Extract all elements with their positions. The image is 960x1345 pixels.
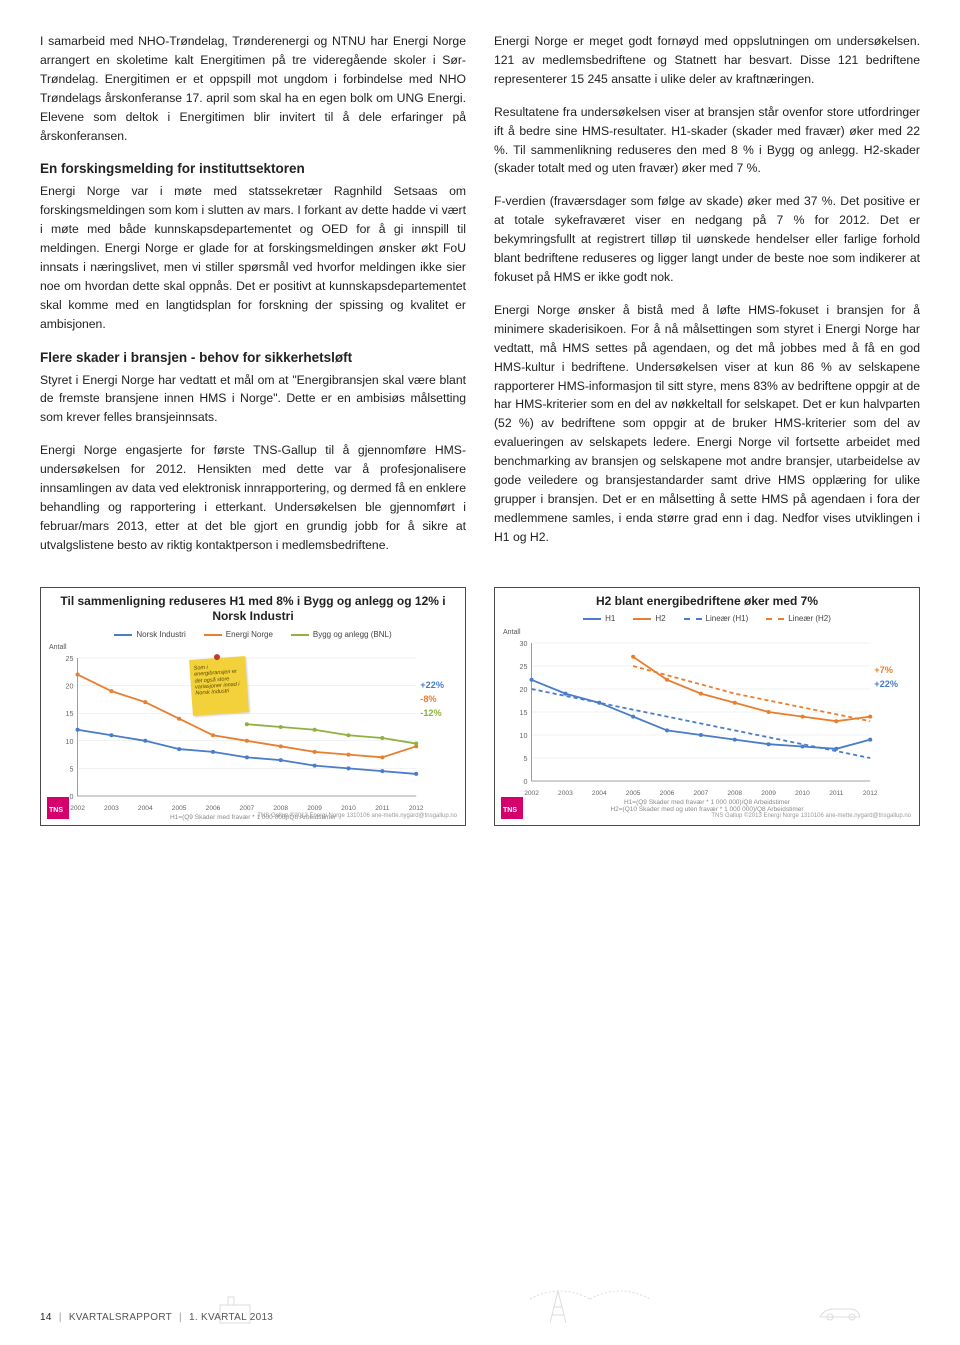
- chart-plot: 0 5 10 15 20 25 30 2002 2003 2004 2005 2006 2007 2008…: [503, 639, 911, 799]
- para: Styret i Energi Norge har vedtatt et mål…: [40, 371, 466, 428]
- para: Energi Norge ønsker å bistå med å løfte …: [494, 301, 920, 547]
- chart-h1-comparison: Til sammenligning reduseres H1 med 8% i …: [40, 587, 466, 827]
- legend-swatch: [633, 618, 651, 620]
- legend-item: Lineær (H1): [684, 613, 749, 625]
- svg-text:2011: 2011: [375, 805, 390, 812]
- para: F-verdien (fraværsdager som følge av ska…: [494, 192, 920, 287]
- para: Energi Norge engasjerte for første TNS-G…: [40, 441, 466, 554]
- svg-text:2005: 2005: [626, 790, 641, 797]
- svg-text:2007: 2007: [694, 790, 709, 797]
- legend-swatch: [204, 634, 222, 636]
- legend-label: H1: [605, 613, 615, 625]
- legend-item: H1: [583, 613, 615, 625]
- svg-text:+22%: +22%: [874, 679, 898, 689]
- page-footer: 14 | KVARTALSRAPPORT | 1. KVARTAL 2013: [40, 1310, 273, 1326]
- svg-text:2007: 2007: [240, 805, 255, 812]
- text-columns: I samarbeid med NHO-Trøndelag, Trønderen…: [40, 32, 920, 569]
- tns-logo: TNS: [501, 797, 523, 819]
- svg-text:2003: 2003: [558, 790, 573, 797]
- charts-row: Til sammenligning reduseres H1 med 8% i …: [40, 587, 920, 827]
- legend-swatch: [291, 634, 309, 636]
- tns-logo: TNS: [47, 797, 69, 819]
- svg-text:5: 5: [524, 756, 528, 763]
- legend-swatch: [684, 618, 702, 620]
- legend-label: Bygg og anlegg (BNL): [313, 629, 392, 641]
- legend-item: Lineær (H2): [766, 613, 831, 625]
- svg-text:2011: 2011: [829, 790, 844, 797]
- page-number: 14: [40, 1312, 52, 1323]
- legend-item: Energi Norge: [204, 629, 273, 641]
- separator: |: [59, 1312, 62, 1323]
- chart-legend: Norsk Industri Energi Norge Bygg og anlegg…: [49, 629, 457, 641]
- legend-label: H2: [655, 613, 665, 625]
- y-axis-label: Antall: [503, 628, 911, 639]
- svg-text:15: 15: [66, 711, 74, 718]
- svg-text:25: 25: [520, 664, 528, 671]
- svg-text:2006: 2006: [206, 805, 221, 812]
- svg-text:2009: 2009: [761, 790, 776, 797]
- svg-text:2006: 2006: [660, 790, 675, 797]
- svg-text:2012: 2012: [409, 805, 424, 812]
- svg-text:20: 20: [520, 687, 528, 694]
- chart-title: H2 blant energibedriftene øker med 7%: [503, 594, 911, 610]
- chart-legend: H1 H2 Lineær (H1) Lineær (H2): [503, 613, 911, 625]
- chart-h2-trend: H2 blant energibedriftene øker med 7% H1…: [494, 587, 920, 827]
- left-column: I samarbeid med NHO-Trøndelag, Trønderen…: [40, 32, 466, 569]
- svg-text:15: 15: [520, 710, 528, 717]
- svg-text:2003: 2003: [104, 805, 119, 812]
- svg-text:20: 20: [66, 684, 74, 691]
- svg-text:2009: 2009: [307, 805, 322, 812]
- chart-plot: 0 5 10 15 20 25 2002 2003 2004 2005 2006 2007 2008 20…: [49, 654, 457, 814]
- para: Energi Norge var i møte med statssekretæ…: [40, 182, 466, 333]
- svg-text:2004: 2004: [592, 790, 607, 797]
- legend-item: H2: [633, 613, 665, 625]
- separator: |: [179, 1312, 182, 1323]
- svg-text:+22%: +22%: [420, 680, 444, 690]
- chart-title: Til sammenligning reduseres H1 med 8% i …: [49, 594, 457, 625]
- svg-text:5: 5: [70, 767, 74, 774]
- pin-icon: [214, 654, 220, 660]
- svg-text:+7%: +7%: [874, 665, 893, 675]
- svg-text:2002: 2002: [70, 805, 85, 812]
- legend-item: Norsk Industri: [114, 629, 185, 641]
- svg-text:-8%: -8%: [420, 694, 436, 704]
- para: I samarbeid med NHO-Trøndelag, Trønderen…: [40, 32, 466, 145]
- svg-text:2008: 2008: [273, 805, 288, 812]
- chart-footnote: H1=(Q9 Skader med fravær * 1 000 000)/Q8…: [503, 799, 911, 806]
- legend-label: Lineær (H2): [788, 613, 831, 625]
- heading: En forskingsmelding for instituttsektore…: [40, 159, 466, 180]
- svg-text:10: 10: [66, 739, 74, 746]
- legend-swatch: [766, 618, 784, 620]
- right-column: Energi Norge er meget godt fornøyd med o…: [494, 32, 920, 569]
- heading: Flere skader i bransjen - behov for sikk…: [40, 348, 466, 369]
- legend-label: Lineær (H1): [706, 613, 749, 625]
- svg-text:2010: 2010: [341, 805, 356, 812]
- para: Resultatene fra undersøkelsen viser at b…: [494, 103, 920, 179]
- svg-text:-12%: -12%: [420, 708, 441, 718]
- y-axis-label: Antall: [49, 643, 457, 654]
- svg-text:2002: 2002: [524, 790, 539, 797]
- para: Energi Norge er meget godt fornøyd med o…: [494, 32, 920, 89]
- svg-text:25: 25: [66, 656, 74, 663]
- svg-text:2012: 2012: [863, 790, 878, 797]
- chart-credit: TNS Gallup ©2013 Energi Norge 1310106 an…: [257, 813, 457, 820]
- svg-text:2010: 2010: [795, 790, 810, 797]
- doc-title: KVARTALSRAPPORT: [69, 1312, 172, 1323]
- svg-text:0: 0: [524, 779, 528, 786]
- chart-credit: TNS Gallup ©2013 Energi Norge 1310106 an…: [711, 813, 911, 820]
- legend-item: Bygg og anlegg (BNL): [291, 629, 392, 641]
- svg-text:2005: 2005: [172, 805, 187, 812]
- svg-text:2008: 2008: [727, 790, 742, 797]
- note-text: Som i energibransjen er det også store v…: [194, 664, 240, 696]
- sticky-note: Som i energibransjen er det også store v…: [189, 656, 249, 716]
- legend-label: Norsk Industri: [136, 629, 185, 641]
- svg-text:10: 10: [520, 733, 528, 740]
- doc-subtitle: 1. KVARTAL 2013: [189, 1312, 273, 1323]
- legend-label: Energi Norge: [226, 629, 273, 641]
- svg-text:2004: 2004: [138, 805, 153, 812]
- svg-text:0: 0: [70, 794, 74, 801]
- legend-swatch: [583, 618, 601, 620]
- legend-swatch: [114, 634, 132, 636]
- svg-text:30: 30: [520, 641, 528, 648]
